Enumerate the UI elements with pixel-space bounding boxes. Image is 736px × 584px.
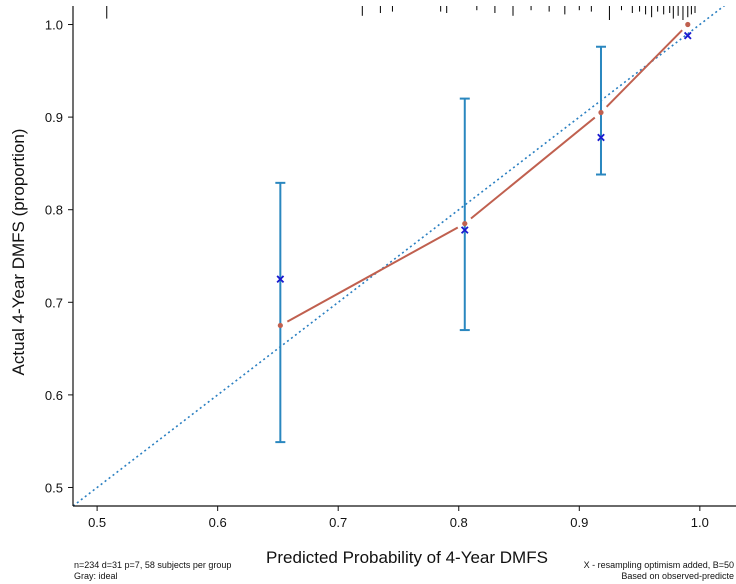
x-tick-label: 0.7 [329,515,347,530]
corrected-point-stroke [276,275,285,283]
corrected-point-stroke [460,226,469,234]
observed-segment [605,29,683,108]
observed-point [277,322,283,329]
x-tick-label: 1.0 [691,515,709,530]
axes [72,6,736,507]
tick-labels: 0.5 0.6 0.7 0.8 0.9 1.0 0.5 0.6 0.7 0.8 0.9 1.0 [45,18,709,530]
corrected-series [276,31,692,283]
x-tick-label: 0.9 [570,515,588,530]
y-tick-label: 1.0 [45,18,63,33]
corrected-point [597,133,605,142]
observed-segment [286,226,459,323]
observed-series [277,21,691,329]
y-tick-label: 0.7 [45,295,63,310]
basis-note: Based on observed-predicte [621,571,734,581]
observed-point [685,21,691,28]
corrected-point [460,226,469,234]
sample-note: n=234 d=31 p=7, 58 subjects per group [74,560,231,570]
y-tick-label: 0.6 [45,388,63,403]
ideal-diagonal [73,6,726,506]
corrected-point [683,31,692,40]
ideal-legend-note: Gray: ideal [74,571,118,581]
x-tick-label: 0.5 [88,515,106,530]
ideal-line [73,6,726,506]
resampling-note: X - resampling optimism added, B=50 [584,560,734,570]
y-tick-label: 0.9 [45,110,63,125]
x-tick-label: 0.8 [450,515,468,530]
observed-point [598,109,604,116]
y-tick-label: 0.5 [45,480,63,495]
x-axis-title: Predicted Probability of 4-Year DMFS [266,548,548,567]
corrected-point [276,275,285,283]
y-tick-label: 0.8 [45,203,63,218]
corrected-point-stroke [597,133,605,142]
y-axis-title: Actual 4-Year DMFS (proportion) [9,129,28,376]
observed-segment [470,116,596,220]
observed-point [462,220,468,227]
rug-marks [106,6,696,20]
corrected-point-stroke [683,31,692,40]
x-tick-label: 0.6 [209,515,227,530]
